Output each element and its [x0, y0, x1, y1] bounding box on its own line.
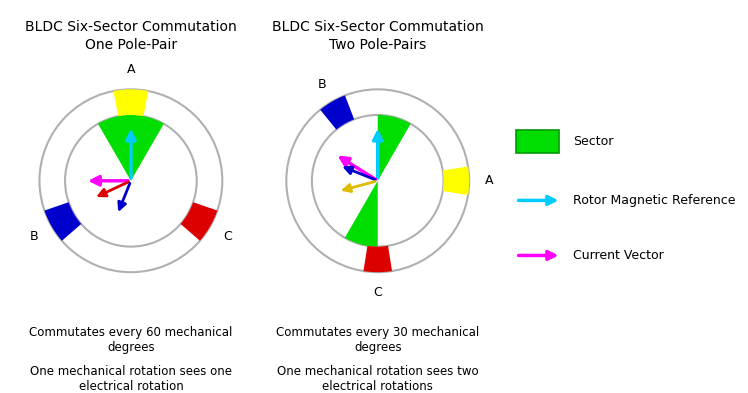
Text: Commutates every 30 mechanical
degrees: Commutates every 30 mechanical degrees	[276, 326, 479, 354]
Text: A: A	[126, 63, 135, 76]
Wedge shape	[320, 95, 354, 130]
Wedge shape	[345, 181, 378, 246]
Text: A: A	[485, 174, 494, 187]
Wedge shape	[378, 115, 411, 181]
Text: B: B	[30, 230, 39, 243]
Wedge shape	[114, 89, 148, 116]
Text: Commutates every 60 mechanical
degrees: Commutates every 60 mechanical degrees	[29, 326, 233, 354]
Text: C: C	[373, 286, 382, 299]
Wedge shape	[44, 202, 82, 241]
Wedge shape	[98, 115, 164, 181]
Text: Sector: Sector	[573, 135, 613, 148]
Wedge shape	[180, 202, 218, 241]
FancyBboxPatch shape	[516, 130, 559, 153]
Text: One mechanical rotation sees one
electrical rotation: One mechanical rotation sees one electri…	[30, 365, 232, 393]
Title: BLDC Six-Sector Commutation
One Pole-Pair: BLDC Six-Sector Commutation One Pole-Pai…	[25, 20, 237, 52]
Wedge shape	[364, 246, 392, 272]
Text: Rotor Magnetic Reference: Rotor Magnetic Reference	[573, 194, 736, 207]
Text: B: B	[318, 78, 326, 91]
Title: BLDC Six-Sector Commutation
Two Pole-Pairs: BLDC Six-Sector Commutation Two Pole-Pai…	[272, 20, 484, 52]
Text: C: C	[223, 230, 232, 243]
Text: Current Vector: Current Vector	[573, 249, 664, 262]
Text: One mechanical rotation sees two
electrical rotations: One mechanical rotation sees two electri…	[277, 365, 479, 393]
Wedge shape	[443, 167, 469, 195]
